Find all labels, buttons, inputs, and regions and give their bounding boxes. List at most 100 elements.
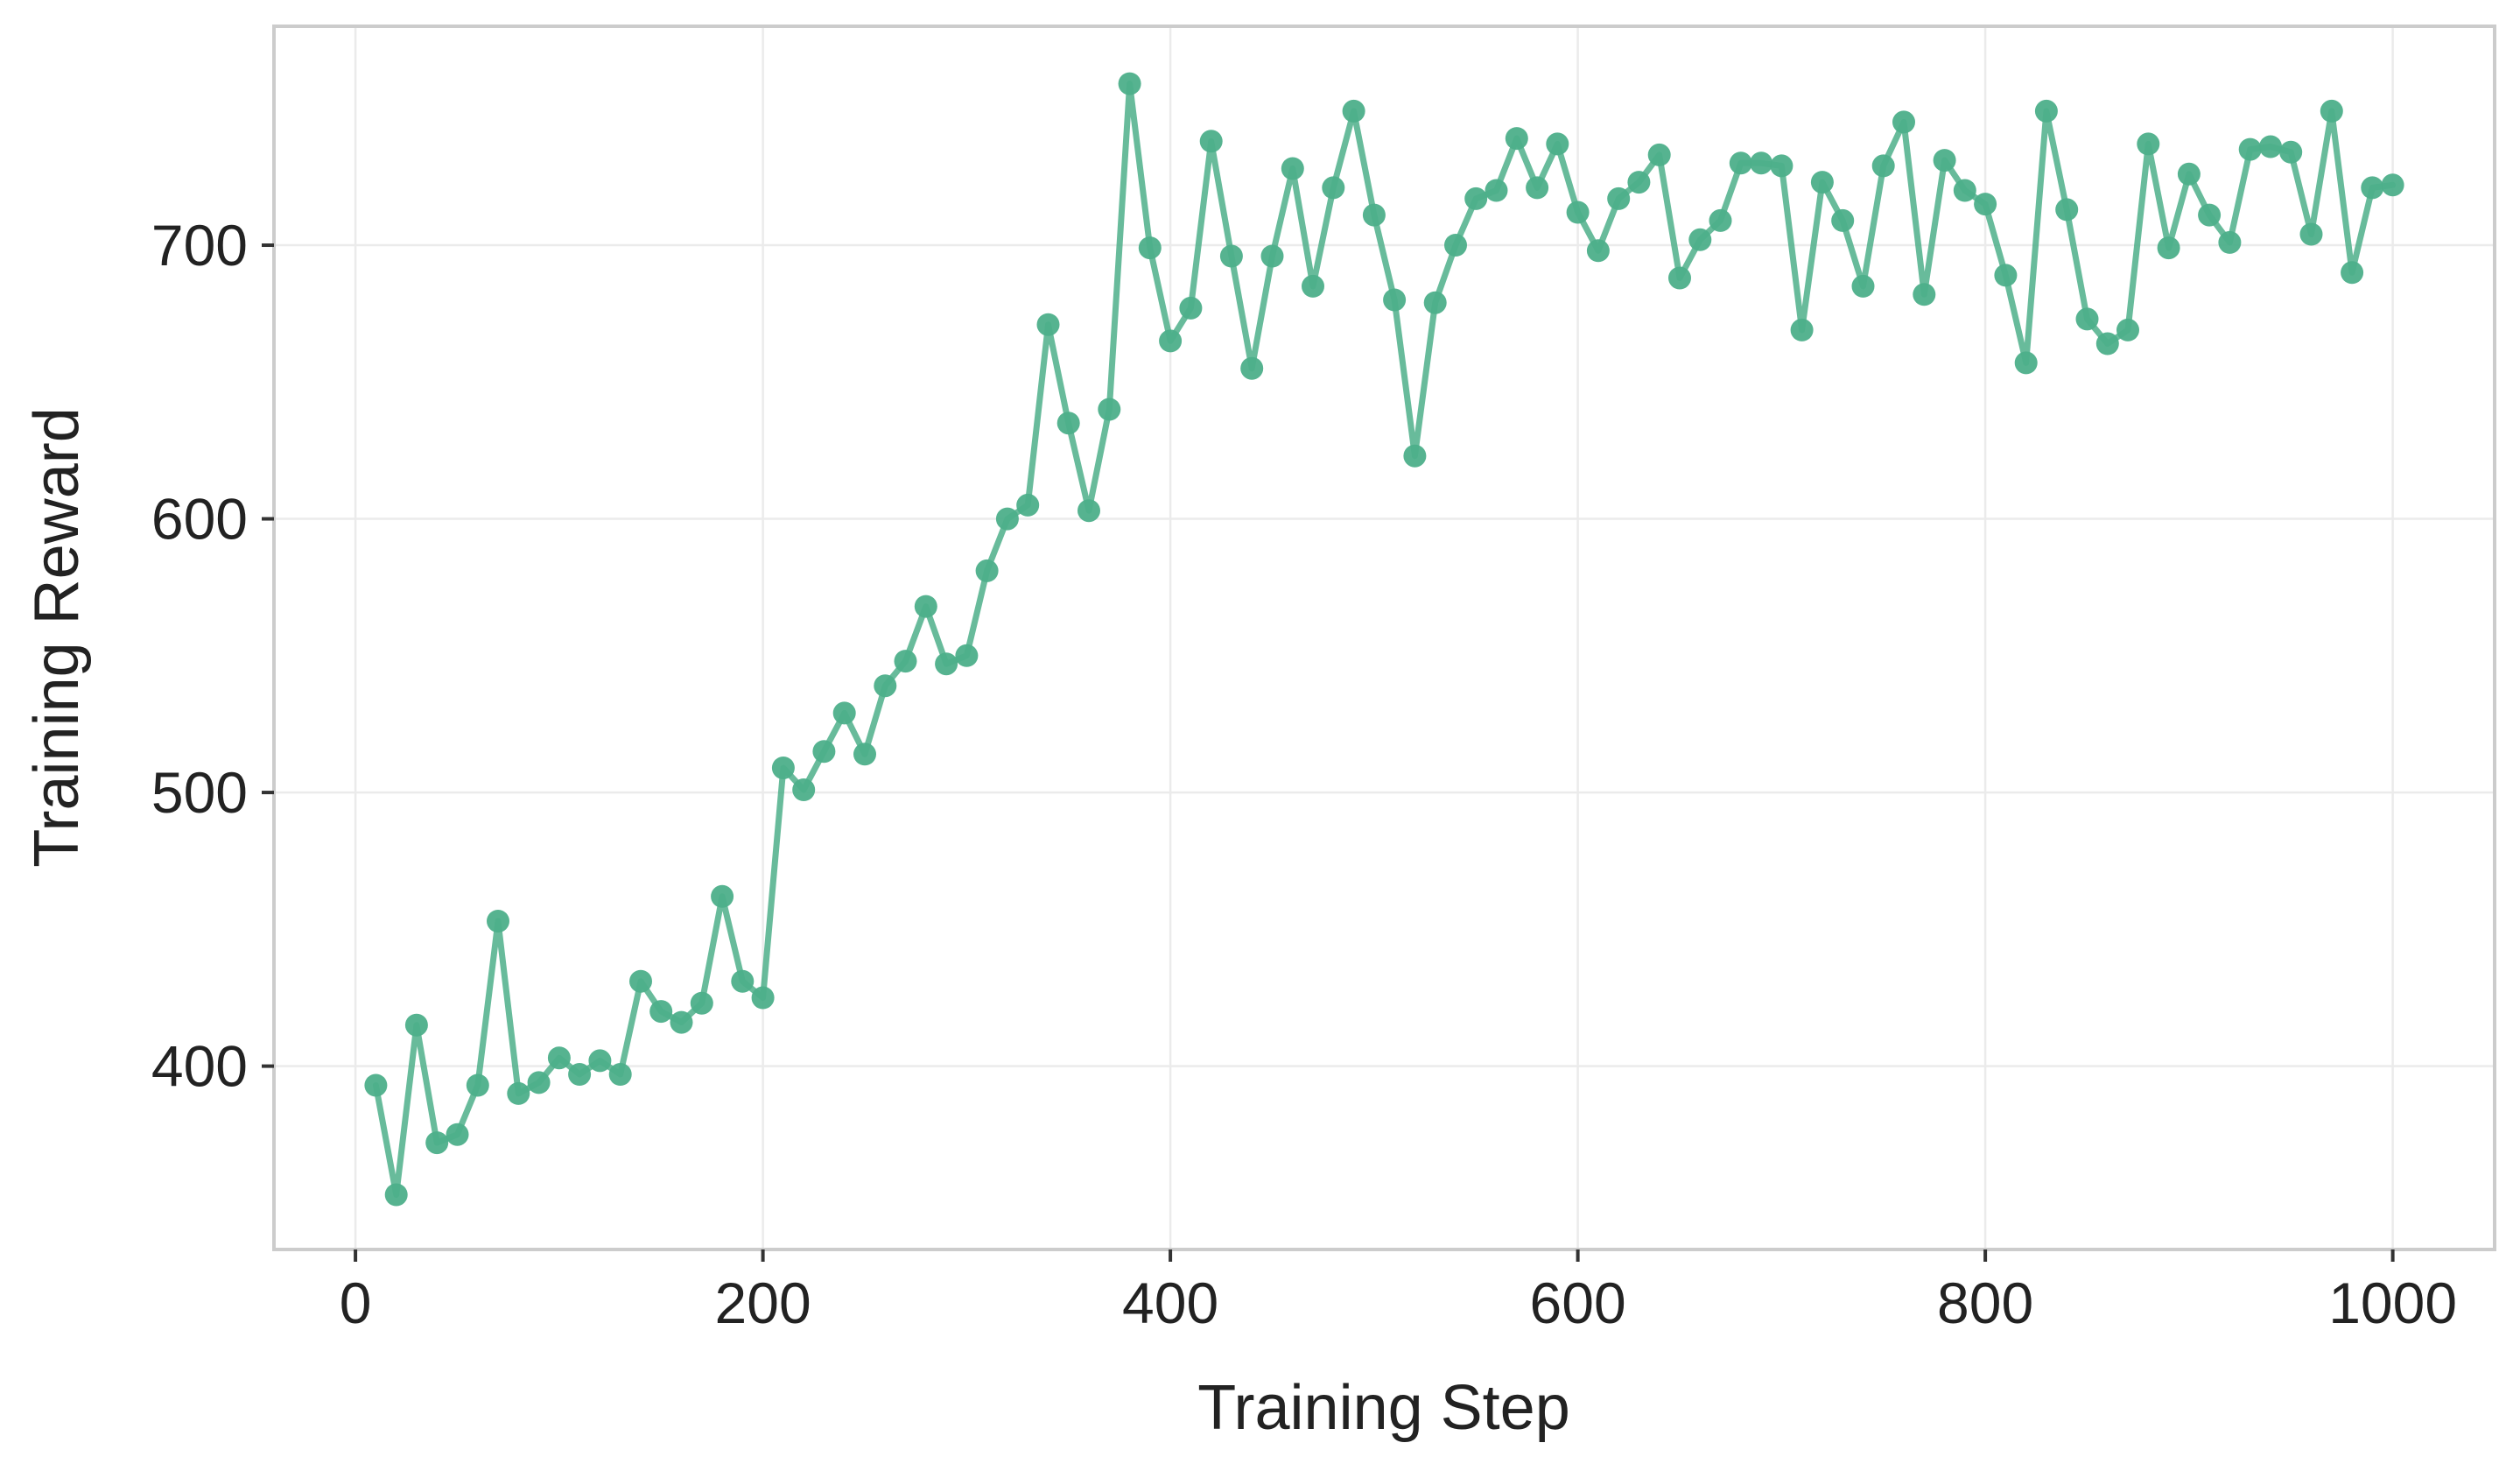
data-point	[711, 884, 734, 908]
data-point	[1260, 244, 1284, 268]
x-tick-label: 1000	[2328, 1270, 2457, 1335]
data-point	[1586, 239, 1610, 263]
data-point	[1750, 151, 1773, 175]
data-point	[2299, 222, 2323, 246]
data-point	[1831, 208, 1855, 232]
data-point	[812, 740, 836, 764]
data-point	[1974, 193, 1997, 216]
data-point	[2095, 332, 2119, 355]
data-point	[1607, 187, 1631, 210]
data-point	[1709, 208, 1732, 232]
y-tick-label: 500	[151, 760, 248, 825]
data-point	[1505, 127, 1528, 151]
data-point	[466, 1073, 489, 1097]
data-point	[2259, 135, 2282, 158]
y-tick-label: 600	[151, 487, 248, 552]
data-point	[1566, 201, 1590, 224]
x-tick-label: 800	[1937, 1270, 2033, 1335]
data-point	[2157, 236, 2180, 260]
data-point	[1199, 130, 1223, 153]
data-point	[995, 507, 1019, 531]
data-point	[2137, 132, 2160, 156]
data-point	[1322, 176, 1345, 200]
x-axis: 0 200 400 600 800 1000	[340, 1249, 2457, 1335]
data-point	[2381, 173, 2404, 197]
x-tick-label: 0	[340, 1270, 372, 1335]
data-point	[832, 701, 856, 725]
data-point	[1302, 274, 1324, 298]
data-point	[2198, 203, 2222, 227]
data-point	[1342, 99, 1365, 123]
data-point	[446, 1123, 469, 1146]
data-point	[1892, 110, 1915, 134]
data-point	[1770, 154, 1793, 178]
data-point	[1159, 329, 1183, 353]
data-point	[1383, 288, 1407, 312]
data-point	[690, 991, 713, 1015]
data-point	[1444, 234, 1467, 257]
data-point	[670, 1010, 693, 1034]
data-point	[2361, 176, 2384, 200]
data-point	[1647, 143, 1671, 166]
data-point	[935, 652, 958, 676]
data-point	[649, 1000, 673, 1024]
data-point	[2034, 99, 2058, 123]
data-point	[507, 1081, 530, 1105]
data-point	[1281, 157, 1304, 180]
data-point	[853, 743, 876, 766]
grid-lines	[274, 26, 2495, 1249]
data-point	[1403, 444, 1427, 468]
data-point	[568, 1063, 592, 1086]
data-point	[1851, 274, 1875, 298]
data-point	[894, 650, 917, 673]
data-point	[2116, 318, 2139, 341]
data-point	[1036, 313, 1060, 336]
data-point	[1138, 236, 1162, 260]
data-point	[1179, 296, 1203, 320]
data-point	[2320, 99, 2343, 123]
data-point	[1790, 318, 1814, 341]
data-point	[1871, 154, 1895, 178]
data-point	[1688, 228, 1712, 251]
data-point	[2014, 351, 2038, 375]
data-point	[1056, 412, 1080, 435]
data-point	[1362, 203, 1386, 227]
x-axis-title: Training Step	[1197, 1373, 1570, 1443]
data-point	[2218, 230, 2242, 254]
data-point	[955, 644, 979, 667]
data-point	[1810, 171, 1834, 194]
y-axis: 400 500 600 700	[151, 213, 274, 1099]
x-tick-label: 200	[715, 1270, 811, 1335]
data-point	[384, 1183, 408, 1207]
data-point	[1913, 283, 1936, 306]
data-point	[1933, 149, 1956, 172]
data-point	[1729, 151, 1752, 175]
data-point	[2279, 140, 2303, 164]
data-point	[1668, 266, 1691, 290]
data-point	[364, 1073, 388, 1097]
y-axis-title: Training Reward	[22, 407, 92, 868]
data-point	[914, 595, 937, 618]
data-point	[1464, 187, 1488, 210]
data-point	[1098, 398, 1121, 421]
data-point	[771, 757, 795, 779]
data-point	[487, 910, 509, 933]
series-layer	[364, 72, 2404, 1207]
data-point	[1016, 493, 1040, 517]
data-point	[608, 1063, 632, 1086]
data-point	[2055, 198, 2079, 222]
x-tick-label: 600	[1530, 1270, 1626, 1335]
plot-frame	[272, 25, 2496, 1251]
data-point	[2177, 162, 2201, 186]
x-tick-label: 400	[1122, 1270, 1218, 1335]
y-tick-label: 400	[151, 1034, 248, 1099]
data-point	[1423, 291, 1447, 314]
y-tick-label: 700	[151, 213, 248, 278]
data-point	[731, 969, 755, 993]
data-point	[2341, 261, 2364, 285]
data-point	[975, 559, 999, 582]
data-point	[425, 1131, 449, 1155]
data-point	[751, 986, 775, 1010]
data-point	[1953, 179, 1976, 202]
